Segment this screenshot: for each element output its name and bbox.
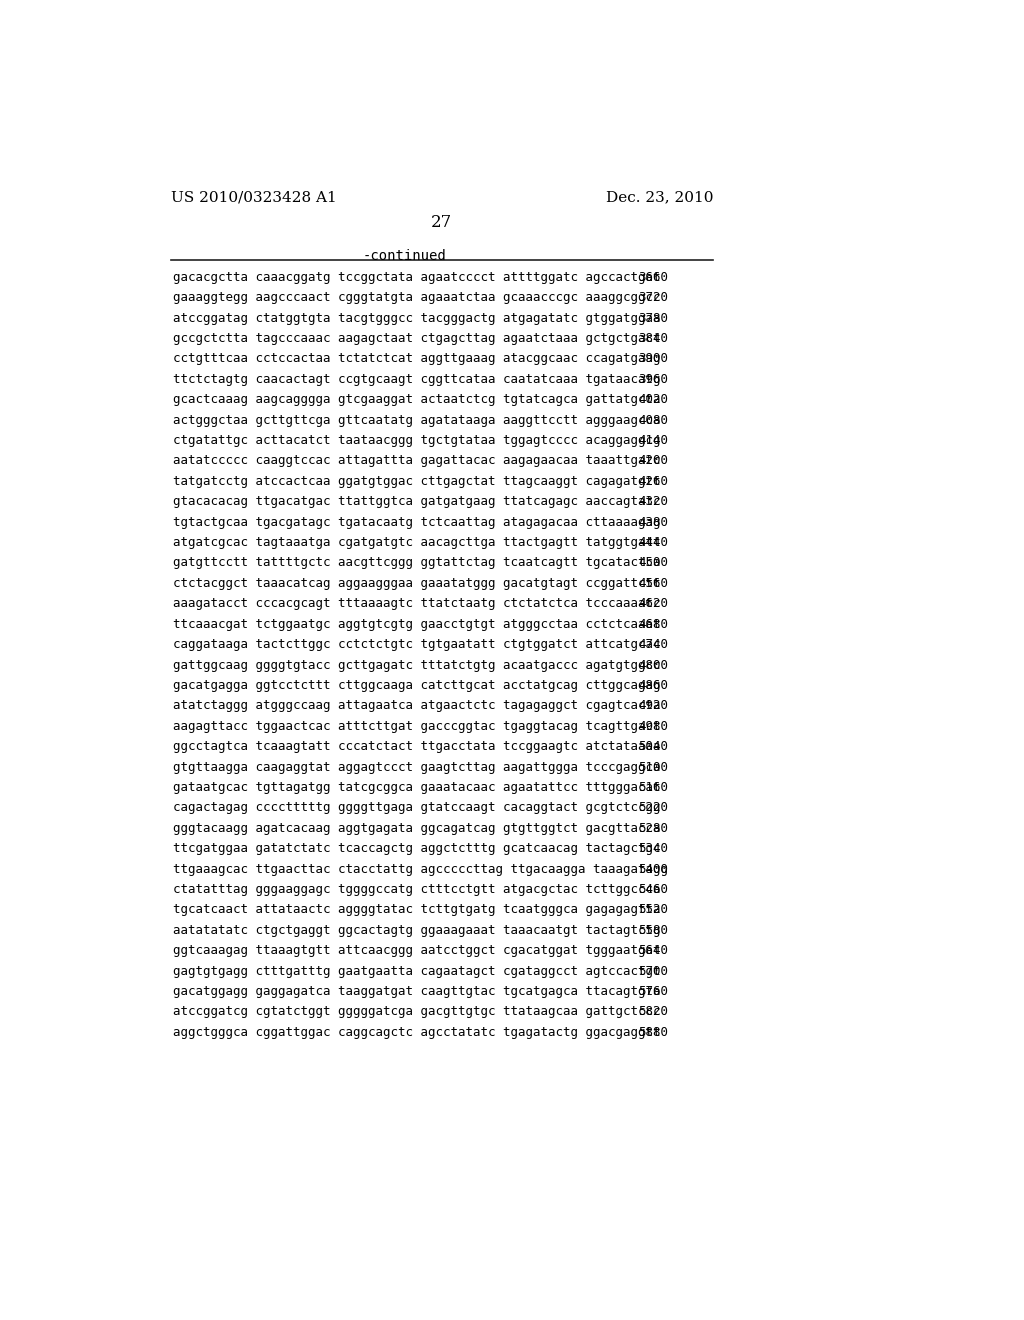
Text: aaagatacct cccacgcagt tttaaaagtc ttatctaatg ctctatctca tcccaaaatc: aaagatacct cccacgcagt tttaaaagtc ttatcta…: [173, 598, 660, 610]
Text: gacacgctta caaacggatg tccggctata agaatcccct attttggatc agccactgat: gacacgctta caaacggatg tccggctata agaatcc…: [173, 271, 660, 284]
Text: 4440: 4440: [638, 536, 668, 549]
Text: 4080: 4080: [638, 413, 668, 426]
Text: ggcctagtca tcaaagtatt cccatctact ttgacctata tccggaagtc atctataaaa: ggcctagtca tcaaagtatt cccatctact ttgacct…: [173, 741, 660, 754]
Text: 5220: 5220: [638, 801, 668, 814]
Text: 4260: 4260: [638, 475, 668, 488]
Text: 4380: 4380: [638, 516, 668, 529]
Text: actgggctaa gcttgttcga gttcaatatg agatataaga aaggttcctt agggaagcca: actgggctaa gcttgttcga gttcaatatg agatata…: [173, 413, 660, 426]
Text: 5160: 5160: [638, 781, 668, 793]
Text: 4680: 4680: [638, 618, 668, 631]
Text: 5640: 5640: [638, 944, 668, 957]
Text: 5700: 5700: [638, 965, 668, 978]
Text: 5580: 5580: [638, 924, 668, 937]
Text: 4980: 4980: [638, 719, 668, 733]
Text: gaaaggtegg aagcccaact cgggtatgta agaaatctaa gcaaacccgc aaaggcggcc: gaaaggtegg aagcccaact cgggtatgta agaaatc…: [173, 292, 660, 304]
Text: gacatggagg gaggagatca taaggatgat caagttgtac tgcatgagca ttacagtgta: gacatggagg gaggagatca taaggatgat caagttg…: [173, 985, 660, 998]
Text: gcactcaaag aagcagggga gtcgaaggat actaatctcg tgtatcagca gattatgcta: gcactcaaag aagcagggga gtcgaaggat actaatc…: [173, 393, 660, 407]
Text: 4020: 4020: [638, 393, 668, 407]
Text: ttctctagtg caacactagt ccgtgcaagt cggttcataa caatatcaaa tgataacatg: ttctctagtg caacactagt ccgtgcaagt cggttca…: [173, 372, 660, 385]
Text: gggtacaagg agatcacaag aggtgagata ggcagatcag gtgttggtct gacgttacca: gggtacaagg agatcacaag aggtgagata ggcagat…: [173, 822, 660, 834]
Text: gtacacacag ttgacatgac ttattggtca gatgatgaag ttatcagagc aaccagtatc: gtacacacag ttgacatgac ttattggtca gatgatg…: [173, 495, 660, 508]
Text: 27: 27: [431, 214, 453, 231]
Text: 5100: 5100: [638, 760, 668, 774]
Text: atccggatcg cgtatctggt gggggatcga gacgttgtgc ttataagcaa gattgctccc: atccggatcg cgtatctggt gggggatcga gacgttg…: [173, 1006, 660, 1019]
Text: 5400: 5400: [638, 862, 668, 875]
Text: gataatgcac tgttagatgg tatcgcggca gaaatacaac agaatattcc tttgggacat: gataatgcac tgttagatgg tatcgcggca gaaatac…: [173, 781, 660, 793]
Text: cctgtttcaa cctccactaa tctatctcat aggttgaaag atacggcaac ccagatgaag: cctgtttcaa cctccactaa tctatctcat aggttga…: [173, 352, 660, 366]
Text: 5460: 5460: [638, 883, 668, 896]
Text: 3780: 3780: [638, 312, 668, 325]
Text: 4860: 4860: [638, 678, 668, 692]
Text: 5340: 5340: [638, 842, 668, 855]
Text: caggataaga tactcttggc cctctctgtc tgtgaatatt ctgtggatct attcatgcac: caggataaga tactcttggc cctctctgtc tgtgaat…: [173, 638, 660, 651]
Text: ctatatttag gggaaggagc tggggccatg ctttcctgtt atgacgctac tcttggccca: ctatatttag gggaaggagc tggggccatg ctttcct…: [173, 883, 660, 896]
Text: US 2010/0323428 A1: US 2010/0323428 A1: [171, 191, 336, 205]
Text: 3660: 3660: [638, 271, 668, 284]
Text: gccgctctta tagcccaaac aagagctaat ctgagcttag agaatctaaa gctgctgact: gccgctctta tagcccaaac aagagctaat ctgagct…: [173, 333, 660, 345]
Text: 5760: 5760: [638, 985, 668, 998]
Text: aggctgggca cggattggac caggcagctc agcctatatc tgagatactg ggacgaggtt: aggctgggca cggattggac caggcagctc agcctat…: [173, 1026, 660, 1039]
Text: Dec. 23, 2010: Dec. 23, 2010: [605, 191, 713, 205]
Text: 4200: 4200: [638, 454, 668, 467]
Text: 4140: 4140: [638, 434, 668, 447]
Text: atgatcgcac tagtaaatga cgatgatgtc aacagcttga ttactgagtt tatggtgatt: atgatcgcac tagtaaatga cgatgatgtc aacagct…: [173, 536, 660, 549]
Text: ggtcaaagag ttaaagtgtt attcaacggg aatcctggct cgacatggat tgggaatgat: ggtcaaagag ttaaagtgtt attcaacggg aatcctg…: [173, 944, 660, 957]
Text: 5520: 5520: [638, 903, 668, 916]
Text: ctgatattgc acttacatct taataacggg tgctgtataa tggagtcccc acaggaggcg: ctgatattgc acttacatct taataacggg tgctgta…: [173, 434, 660, 447]
Text: gatgttcctt tattttgctc aacgttcggg ggtattctag tcaatcagtt tgcatactca: gatgttcctt tattttgctc aacgttcggg ggtattc…: [173, 557, 660, 569]
Text: 5280: 5280: [638, 822, 668, 834]
Text: ttcaaacgat tctggaatgc aggtgtcgtg gaacctgtgt atgggcctaa cctctcaaat: ttcaaacgat tctggaatgc aggtgtcgtg gaacctg…: [173, 618, 660, 631]
Text: atatctaggg atgggccaag attagaatca atgaactctc tagagaggct cgagtcacta: atatctaggg atgggccaag attagaatca atgaact…: [173, 700, 660, 713]
Text: 4800: 4800: [638, 659, 668, 672]
Text: 4320: 4320: [638, 495, 668, 508]
Text: 5820: 5820: [638, 1006, 668, 1019]
Text: 5880: 5880: [638, 1026, 668, 1039]
Text: tgcatcaact attataactc aggggtatac tcttgtgatg tcaatgggca gagagagtta: tgcatcaact attataactc aggggtatac tcttgtg…: [173, 903, 660, 916]
Text: 4560: 4560: [638, 577, 668, 590]
Text: atccggatag ctatggtgta tacgtgggcc tacgggactg atgagatatc gtggatggaa: atccggatag ctatggtgta tacgtgggcc tacggga…: [173, 312, 660, 325]
Text: aatatccccc caaggtccac attagattta gagattacac aagagaacaa taaattgatc: aatatccccc caaggtccac attagattta gagatta…: [173, 454, 660, 467]
Text: ctctacggct taaacatcag aggaagggaa gaaatatggg gacatgtagt ccggattctt: ctctacggct taaacatcag aggaagggaa gaaatat…: [173, 577, 660, 590]
Text: 3960: 3960: [638, 372, 668, 385]
Text: -continued: -continued: [362, 249, 446, 263]
Text: 5040: 5040: [638, 741, 668, 754]
Text: cagactagag cccctttttg ggggttgaga gtatccaagt cacaggtact gcgtctccgg: cagactagag cccctttttg ggggttgaga gtatcca…: [173, 801, 660, 814]
Text: 4740: 4740: [638, 638, 668, 651]
Text: aagagttacc tggaactcac atttcttgat gacccggtac tgaggtacag tcagttgact: aagagttacc tggaactcac atttcttgat gacccgg…: [173, 719, 660, 733]
Text: tatgatcctg atccactcaa ggatgtggac cttgagctat ttagcaaggt cagagatgtt: tatgatcctg atccactcaa ggatgtggac cttgagc…: [173, 475, 660, 488]
Text: 4620: 4620: [638, 598, 668, 610]
Text: 4920: 4920: [638, 700, 668, 713]
Text: 3720: 3720: [638, 292, 668, 304]
Text: ttgaaagcac ttgaacttac ctacctattg agcccccttag ttgacaagga taaagatagg: ttgaaagcac ttgaacttac ctacctattg agccccc…: [173, 862, 668, 875]
Text: gacatgagga ggtcctcttt cttggcaaga catcttgcat acctatgcag cttggcagag: gacatgagga ggtcctcttt cttggcaaga catcttg…: [173, 678, 660, 692]
Text: 4500: 4500: [638, 557, 668, 569]
Text: gtgttaagga caagaggtat aggagtccct gaagtcttag aagattggga tcccgaggca: gtgttaagga caagaggtat aggagtccct gaagtct…: [173, 760, 660, 774]
Text: tgtactgcaa tgacgatagc tgatacaatg tctcaattag atagagacaa cttaaaagag: tgtactgcaa tgacgatagc tgatacaatg tctcaat…: [173, 516, 660, 529]
Text: gattggcaag ggggtgtacc gcttgagatc tttatctgtg acaatgaccc agatgtggcc: gattggcaag ggggtgtacc gcttgagatc tttatct…: [173, 659, 660, 672]
Text: aatatatatc ctgctgaggt ggcactagtg ggaaagaaat taaacaatgt tactagtctg: aatatatatc ctgctgaggt ggcactagtg ggaaaga…: [173, 924, 660, 937]
Text: gagtgtgagg ctttgatttg gaatgaatta cagaatagct cgataggcct agtccactgt: gagtgtgagg ctttgatttg gaatgaatta cagaata…: [173, 965, 660, 978]
Text: ttcgatggaa gatatctatc tcaccagctg aggctctttg gcatcaacag tactagctgc: ttcgatggaa gatatctatc tcaccagctg aggctct…: [173, 842, 660, 855]
Text: 3900: 3900: [638, 352, 668, 366]
Text: 3840: 3840: [638, 333, 668, 345]
